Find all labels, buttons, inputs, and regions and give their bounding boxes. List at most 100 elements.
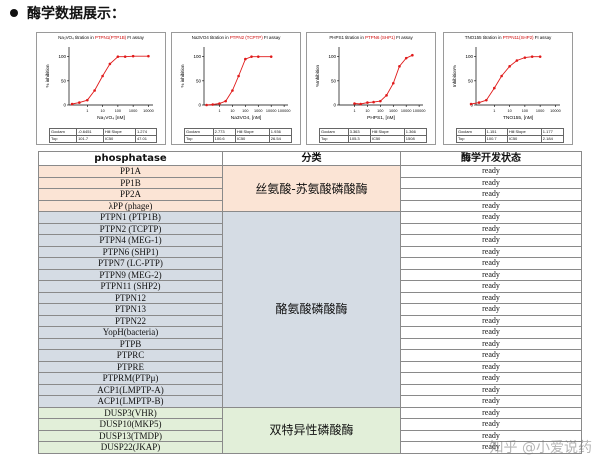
phosphatase-name: PTPN1 (PTP1B)	[38, 211, 223, 224]
table-row: λPP (phage) ready	[38, 199, 582, 212]
status-cell: ready	[400, 441, 582, 454]
data-point	[515, 59, 519, 62]
fit-parameter-cell: Hill Slope	[234, 128, 270, 136]
status-cell: ready	[400, 199, 582, 212]
data-point	[485, 98, 488, 102]
fit-parameter-cell: 100.7	[484, 135, 508, 143]
data-point	[93, 89, 96, 92]
phosphatase-name: PTPN13	[38, 303, 223, 316]
bullet-icon	[10, 9, 18, 17]
chart-title-prefix: PHPS1 titration in	[329, 35, 365, 40]
status-cell: ready	[400, 337, 582, 350]
status-cell: ready	[400, 234, 582, 247]
ic50-chart-panel: TNO155 titration in PTPN11(SHP2) FI assa…	[443, 32, 573, 145]
fit-parameter-row: Top 100.6 IC50 26.54	[184, 135, 293, 143]
y-tick-label: 50	[196, 78, 202, 83]
fit-curve	[72, 55, 149, 105]
x-tick-label: 1000	[389, 109, 397, 113]
header-status: 酶学开发状态	[400, 151, 582, 166]
status-cell: ready	[400, 314, 582, 327]
y-axis-label: %Inhibition	[315, 64, 320, 87]
fit-curve	[471, 56, 541, 105]
table-row: ACP1(LMPTP-A) ready	[38, 383, 582, 396]
fit-parameter-cell: Top	[456, 135, 486, 143]
phosphatase-name: DUSP22(JKAP)	[38, 441, 223, 454]
table-row: PTPN7 (LC-PTP) ready	[38, 257, 582, 270]
data-point	[123, 55, 127, 58]
x-tick-label: 100	[377, 109, 383, 113]
data-point	[244, 57, 247, 61]
data-point	[411, 53, 414, 57]
table-row: PTPN22 ready	[38, 314, 582, 327]
fit-parameter-cell: IC50	[369, 135, 405, 143]
chart-title-target: PTPN1(PTP1B)	[94, 35, 127, 40]
fit-parameter-cell: Hill Slope	[102, 128, 136, 136]
y-tick-label: 100	[193, 54, 201, 59]
x-tick-label: 10	[100, 109, 104, 113]
phosphatase-name: PP1A	[38, 165, 223, 178]
status-cell: ready	[400, 245, 582, 258]
fit-parameter-cell: Goclam	[184, 128, 214, 136]
phosphatase-name: DUSP13(TMDP)	[38, 429, 223, 442]
fit-parameter-cell: 1.274	[134, 128, 158, 136]
chart-title: TNO155 titration in PTPN11(SHP2) FI assa…	[444, 35, 572, 40]
data-point	[500, 74, 503, 78]
phosphatase-name: PTPRM(PTPμ)	[38, 372, 223, 385]
table-row: DUSP22(JKAP) ready	[38, 441, 582, 454]
chart-title-target: PTPN2 (TCPTP)	[229, 35, 263, 40]
phosphatase-table: phosphatase 分类 酶学开发状态 PP1A 丝氨酸-苏氨酸磷酸酶 read…	[38, 151, 582, 454]
y-axis-label: % inhibition	[180, 64, 185, 88]
chart-title-prefix: TNO155 titration in	[464, 35, 503, 40]
data-point	[385, 94, 388, 97]
data-point	[250, 55, 253, 58]
status-cell: ready	[400, 406, 582, 419]
y-tick-label: 0	[198, 103, 201, 108]
x-tick-label: 10000	[143, 109, 154, 113]
data-point	[493, 86, 496, 90]
data-point	[70, 102, 74, 106]
data-point	[398, 65, 401, 68]
phosphatase-name: PTPN11 (SHP2)	[38, 280, 223, 293]
y-tick-label: 50	[61, 78, 67, 83]
x-tick-label: 100000	[413, 109, 426, 113]
dose-response-plot: 100 50 0 1 10 100 1000 10000 100000 % inhibition N…	[180, 47, 291, 121]
fit-parameter-row: Goclam 3.363 Hill Slope 1.366	[319, 128, 428, 136]
x-tick-label: 1	[86, 109, 88, 113]
ic50-chart-panel: PHPS1 titration in PTPN6 (SHP1) FI assay…	[306, 32, 436, 145]
fit-parameter-cell: 47.01	[134, 135, 158, 143]
fit-parameter-cell: Top	[48, 135, 78, 143]
data-point	[237, 74, 240, 78]
y-tick-label: 50	[468, 78, 474, 83]
fit-parameter-row: Top 100.7 IC50 2.184	[456, 135, 565, 143]
data-point	[404, 56, 408, 60]
chart-title-prefix: Na₃VO₄ titration in	[58, 35, 95, 40]
table-row: PP1B ready	[38, 176, 582, 189]
x-axis-label: Na3VO4, [nM]	[231, 115, 261, 121]
fit-parameter-table: Goclam 1.151 Hill Slope 1.177 Top 100.7 IC50 2.…	[456, 128, 565, 143]
status-cell: ready	[400, 188, 582, 201]
data-point	[116, 55, 120, 58]
phosphatase-name: PTPRC	[38, 349, 223, 362]
table-row: PTPRM(PTPμ) ready	[38, 372, 582, 385]
x-tick-label: 10	[507, 109, 511, 113]
x-tick-label: 10	[230, 109, 234, 113]
fit-parameter-cell: 3.363	[347, 128, 371, 136]
table-row: PTPN12 ready	[38, 291, 582, 304]
data-point	[538, 55, 542, 58]
chart-title-suffix: FI assay	[394, 35, 413, 40]
data-point	[372, 100, 375, 104]
status-cell: ready	[400, 303, 582, 316]
status-cell: ready	[400, 395, 582, 408]
fit-curve	[206, 56, 272, 106]
x-tick-label: 1	[218, 109, 220, 113]
x-tick-label: 100000	[278, 109, 291, 113]
x-axis-label: Na₃VO₄ [nM]	[97, 115, 125, 121]
phosphatase-name: PTPN2 (TCPTP)	[38, 222, 223, 235]
phosphatase-name: PTPN7 (LC-PTP)	[38, 257, 223, 270]
chart-title: Na₃VO₄ titration in PTPN1(PTP1B) FI assa…	[37, 35, 165, 40]
fit-parameter-cell: 1508	[403, 135, 428, 143]
phosphatase-name: PTPN22	[38, 314, 223, 327]
table-row: PP1A 丝氨酸-苏氨酸磷酸酶 ready	[38, 165, 582, 212]
x-tick-label: 1	[353, 109, 355, 113]
phosphatase-name: ACP1(LMPTP-A)	[38, 383, 223, 396]
